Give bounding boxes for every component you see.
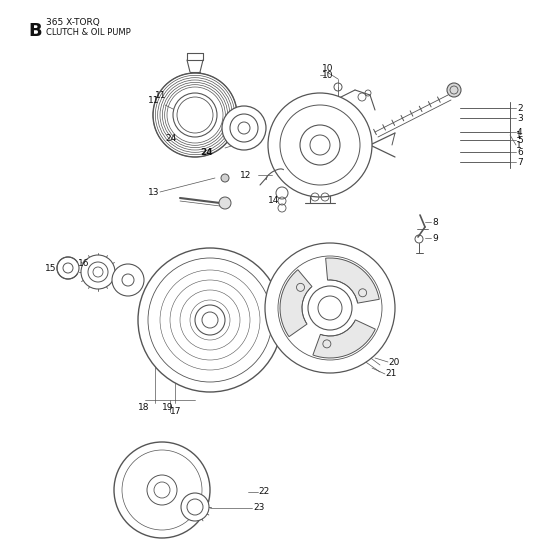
Wedge shape — [326, 258, 379, 303]
Circle shape — [222, 106, 266, 150]
Text: 2: 2 — [517, 104, 522, 113]
Text: 365 X-TORQ: 365 X-TORQ — [46, 18, 100, 27]
Circle shape — [147, 475, 177, 505]
Circle shape — [173, 93, 217, 137]
Text: 11: 11 — [155, 91, 166, 100]
Text: 9: 9 — [432, 234, 438, 242]
Text: 6: 6 — [517, 147, 522, 156]
Circle shape — [114, 442, 210, 538]
Text: 20: 20 — [388, 357, 399, 366]
Circle shape — [308, 286, 352, 330]
Text: 1: 1 — [516, 141, 522, 150]
Circle shape — [268, 93, 372, 197]
Text: 4: 4 — [517, 128, 522, 137]
Text: 7: 7 — [517, 157, 522, 166]
Circle shape — [238, 122, 250, 134]
Text: 19: 19 — [162, 403, 174, 412]
Circle shape — [219, 197, 231, 209]
Circle shape — [265, 243, 395, 373]
Circle shape — [181, 493, 209, 521]
Circle shape — [276, 187, 288, 199]
Circle shape — [195, 305, 225, 335]
Text: 23: 23 — [253, 503, 264, 512]
Text: B: B — [28, 22, 41, 40]
Wedge shape — [280, 270, 312, 337]
Circle shape — [138, 248, 282, 392]
Text: 3: 3 — [517, 114, 522, 123]
Text: 15: 15 — [45, 264, 57, 273]
Text: 11: 11 — [148, 96, 160, 105]
Text: CLUTCH & OIL PUMP: CLUTCH & OIL PUMP — [46, 28, 130, 37]
Text: 10: 10 — [322, 71, 334, 80]
Text: 1: 1 — [516, 130, 522, 139]
Text: 18: 18 — [138, 403, 150, 412]
Text: 13: 13 — [148, 188, 160, 197]
Text: 16: 16 — [78, 259, 90, 268]
Text: 17: 17 — [170, 408, 181, 417]
Circle shape — [112, 264, 144, 296]
Circle shape — [81, 255, 115, 289]
Text: 22: 22 — [258, 488, 269, 497]
Text: 24: 24 — [165, 133, 176, 142]
Text: 10: 10 — [322, 63, 334, 72]
Text: 21: 21 — [385, 370, 396, 379]
Text: 14: 14 — [268, 195, 279, 204]
Text: 24: 24 — [200, 147, 213, 156]
Text: 12: 12 — [240, 170, 251, 180]
Circle shape — [447, 83, 461, 97]
Text: 5: 5 — [517, 136, 522, 144]
Circle shape — [57, 257, 79, 279]
Circle shape — [230, 114, 258, 142]
Text: 8: 8 — [432, 217, 438, 226]
Circle shape — [300, 125, 340, 165]
Wedge shape — [313, 320, 375, 358]
Circle shape — [221, 174, 229, 182]
